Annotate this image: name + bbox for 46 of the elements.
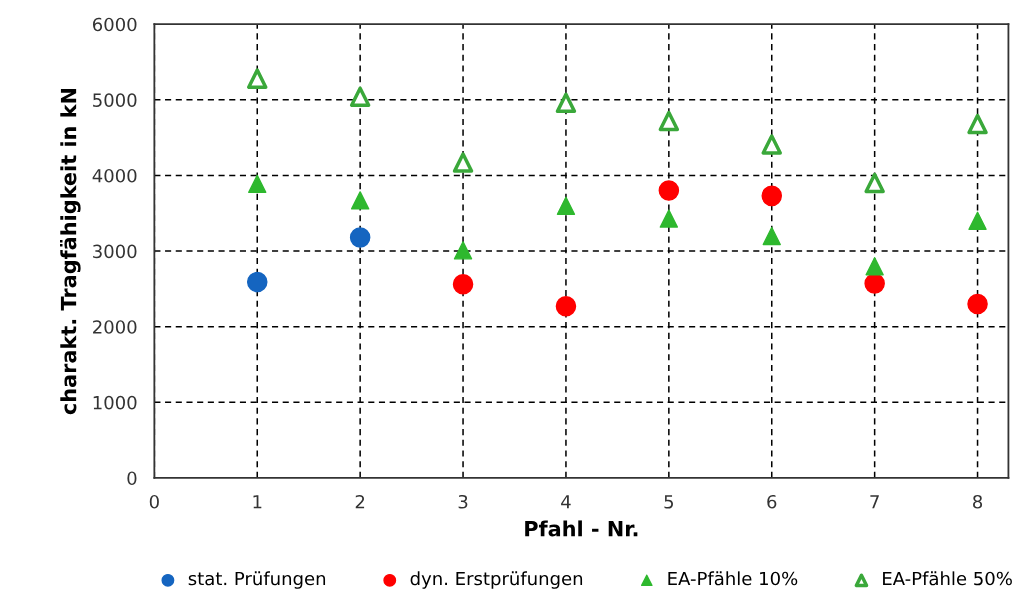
point [555,92,577,114]
y-tick-label: 5000 [93,93,137,107]
y-tick-label: 3000 [93,244,137,259]
x-tick-label: 7 [870,495,879,509]
point [350,191,370,210]
point [761,185,783,207]
x-tick-label: 4 [561,495,571,509]
point [246,271,268,293]
point [658,110,680,132]
y-tick-label: 1000 [93,395,137,410]
legend-label: EA-Pfähle 50% [883,571,1012,586]
point [761,134,782,155]
point [864,273,885,294]
x-tick-label: 8 [973,494,983,509]
point [555,296,577,317]
x-tick-label: 5 [664,495,674,509]
x-tick-label: 6 [767,494,777,509]
x-tick-label: 3 [458,494,468,509]
point [659,209,679,228]
point [865,256,884,276]
legend-label: dyn. Erstprüfungen [410,571,583,589]
point [864,172,885,194]
point [349,227,371,248]
point [967,113,988,135]
y-tick-label: 0 [127,471,137,486]
point [452,152,474,173]
y-tick-label: 4000 [92,168,137,183]
y-tick-label: 2000 [93,320,137,334]
legend-label: EA-Pfähle 10% [668,571,798,586]
x-tick-label: 0 [149,494,159,509]
y-axis-title: charakt. Tragfähigkeit in kN [60,88,81,415]
legend-label: stat. Prüfungen [188,571,326,589]
point [556,196,576,215]
x-tick-label: 2 [355,494,365,509]
point [453,241,473,260]
point [658,180,680,201]
x-axis-title: Pfahl - Nr. [525,520,638,537]
point [452,274,474,295]
point [762,226,781,246]
x-tick-label: 1 [253,495,262,509]
point [248,174,267,193]
y-tick-label: 6000 [92,17,137,32]
point [968,211,987,231]
point [247,68,268,89]
point [967,293,988,315]
point [349,86,371,108]
